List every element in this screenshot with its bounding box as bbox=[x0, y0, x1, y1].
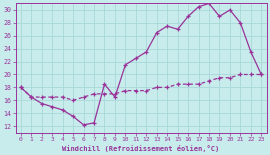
X-axis label: Windchill (Refroidissement éolien,°C): Windchill (Refroidissement éolien,°C) bbox=[62, 144, 220, 152]
